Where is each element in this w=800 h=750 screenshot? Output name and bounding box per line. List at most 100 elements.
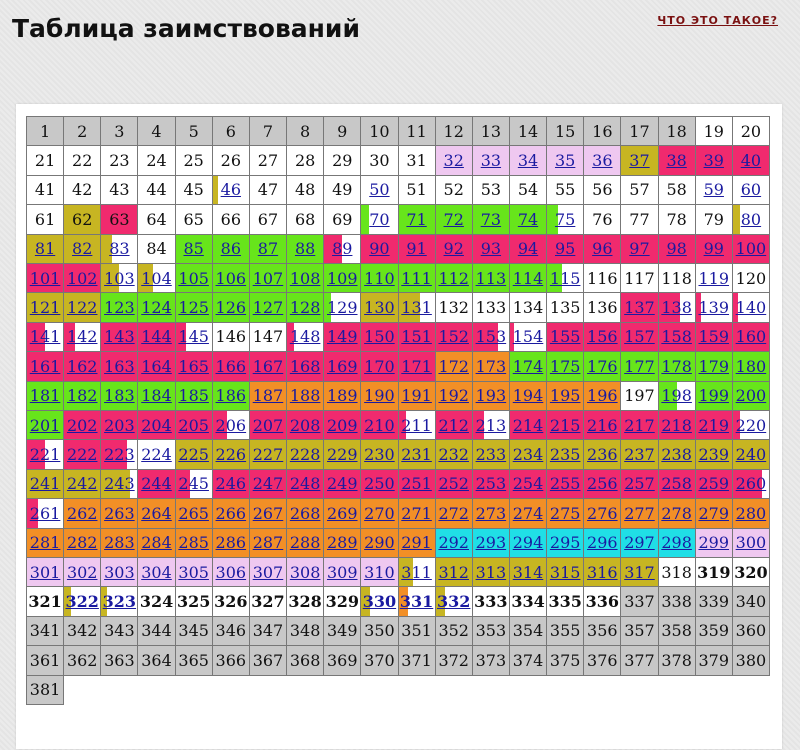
table-cell-161[interactable]: 161 — [27, 352, 65, 382]
table-cell-157[interactable]: 157 — [621, 322, 659, 353]
table-cell-138[interactable]: 138 — [658, 293, 696, 323]
cell-number[interactable]: 114 — [512, 268, 544, 288]
cell-number[interactable]: 33 — [480, 151, 502, 171]
table-cell-110[interactable]: 110 — [361, 263, 399, 294]
table-cell-181[interactable]: 181 — [27, 381, 65, 411]
table-cell-279[interactable]: 279 — [695, 499, 733, 529]
table-cell-300[interactable]: 300 — [732, 528, 770, 558]
cell-number[interactable]: 73 — [480, 209, 502, 229]
table-cell-235[interactable]: 235 — [547, 440, 585, 470]
cell-number[interactable]: 260 — [735, 474, 767, 494]
table-cell-111[interactable]: 111 — [398, 263, 436, 294]
table-cell-224[interactable]: 224 — [138, 440, 176, 470]
cell-number[interactable]: 315 — [549, 562, 581, 582]
table-cell-209[interactable]: 209 — [324, 410, 362, 441]
table-cell-73[interactable]: 73 — [472, 205, 510, 235]
table-cell-59[interactable]: 59 — [695, 175, 733, 206]
cell-number[interactable]: 239 — [698, 445, 730, 465]
table-cell-233[interactable]: 233 — [472, 440, 510, 470]
table-cell-164[interactable]: 164 — [138, 352, 176, 382]
cell-number[interactable]: 252 — [438, 474, 469, 494]
table-cell-39[interactable]: 39 — [695, 146, 733, 176]
cell-number[interactable]: 244 — [141, 474, 172, 494]
cell-number[interactable]: 251 — [401, 474, 432, 494]
table-cell-317[interactable]: 317 — [621, 557, 659, 588]
cell-number[interactable]: 267 — [252, 503, 284, 523]
table-cell-207[interactable]: 207 — [249, 410, 288, 441]
table-cell-216[interactable]: 216 — [584, 410, 622, 441]
cell-number[interactable]: 95 — [554, 239, 576, 259]
table-cell-71[interactable]: 71 — [398, 205, 436, 235]
table-cell-277[interactable]: 277 — [621, 499, 659, 529]
table-cell-214[interactable]: 214 — [509, 410, 548, 441]
cell-number[interactable]: 178 — [661, 356, 692, 376]
table-cell-99[interactable]: 99 — [695, 234, 733, 264]
cell-number[interactable]: 142 — [66, 327, 98, 347]
cell-number[interactable]: 209 — [326, 415, 358, 435]
cell-number[interactable]: 284 — [141, 533, 172, 553]
table-cell-267[interactable]: 267 — [249, 499, 288, 529]
cell-number[interactable]: 273 — [475, 503, 507, 523]
cell-number[interactable]: 311 — [401, 562, 432, 582]
table-cell-89[interactable]: 89 — [324, 234, 362, 264]
cell-number[interactable]: 210 — [364, 415, 395, 435]
table-cell-222[interactable]: 222 — [64, 440, 102, 470]
table-cell-170[interactable]: 170 — [361, 352, 399, 382]
table-cell-310[interactable]: 310 — [361, 557, 399, 588]
cell-number[interactable]: 104 — [141, 268, 172, 288]
cell-number[interactable]: 162 — [66, 356, 98, 376]
cell-number[interactable]: 191 — [401, 386, 432, 406]
table-cell-228[interactable]: 228 — [287, 440, 325, 470]
cell-number[interactable]: 192 — [438, 386, 469, 406]
cell-number[interactable]: 309 — [326, 562, 358, 582]
cell-number[interactable]: 157 — [624, 327, 655, 347]
table-cell-149[interactable]: 149 — [324, 322, 362, 353]
cell-number[interactable]: 298 — [661, 533, 692, 553]
table-cell-107[interactable]: 107 — [249, 263, 288, 294]
table-cell-260[interactable]: 260 — [732, 469, 770, 500]
cell-number[interactable]: 138 — [661, 298, 692, 318]
cell-number[interactable]: 144 — [141, 327, 172, 347]
cell-number[interactable]: 123 — [104, 298, 135, 318]
cell-number[interactable]: 255 — [549, 474, 581, 494]
cell-number[interactable]: 153 — [475, 327, 507, 347]
cell-number[interactable]: 38 — [666, 151, 687, 171]
cell-number[interactable]: 71 — [406, 209, 427, 229]
table-cell-191[interactable]: 191 — [398, 381, 436, 411]
table-cell-304[interactable]: 304 — [138, 557, 176, 588]
table-cell-184[interactable]: 184 — [138, 381, 176, 411]
cell-number[interactable]: 253 — [475, 474, 507, 494]
table-cell-280[interactable]: 280 — [732, 499, 770, 529]
table-cell-145[interactable]: 145 — [175, 322, 213, 353]
table-cell-137[interactable]: 137 — [621, 293, 659, 323]
cell-number[interactable]: 103 — [104, 268, 135, 288]
cell-number[interactable]: 40 — [740, 151, 762, 171]
table-cell-162[interactable]: 162 — [64, 352, 102, 382]
cell-number[interactable]: 247 — [252, 474, 284, 494]
cell-number[interactable]: 169 — [326, 356, 358, 376]
cell-number[interactable]: 202 — [66, 415, 98, 435]
cell-number[interactable]: 279 — [698, 503, 730, 523]
table-cell-163[interactable]: 163 — [101, 352, 139, 382]
table-cell-287[interactable]: 287 — [249, 528, 288, 558]
table-cell-278[interactable]: 278 — [658, 499, 696, 529]
table-cell-299[interactable]: 299 — [695, 528, 733, 558]
table-cell-315[interactable]: 315 — [547, 557, 585, 588]
table-cell-188[interactable]: 188 — [287, 381, 325, 411]
cell-number[interactable]: 204 — [141, 415, 172, 435]
table-cell-322[interactable]: 322 — [64, 587, 102, 617]
cell-number[interactable]: 168 — [289, 356, 321, 376]
table-cell-125[interactable]: 125 — [175, 293, 213, 323]
table-cell-273[interactable]: 273 — [472, 499, 510, 529]
table-cell-185[interactable]: 185 — [175, 381, 213, 411]
cell-number[interactable]: 264 — [141, 503, 172, 523]
cell-number[interactable]: 81 — [34, 239, 56, 259]
table-cell-266[interactable]: 266 — [212, 499, 250, 529]
cell-number[interactable]: 285 — [178, 533, 209, 553]
cell-number[interactable]: 35 — [554, 151, 576, 171]
table-cell-131[interactable]: 131 — [398, 293, 436, 323]
cell-number[interactable]: 226 — [215, 445, 247, 465]
table-cell-241[interactable]: 241 — [27, 469, 65, 500]
cell-number[interactable]: 128 — [289, 298, 321, 318]
table-cell-208[interactable]: 208 — [287, 410, 325, 441]
